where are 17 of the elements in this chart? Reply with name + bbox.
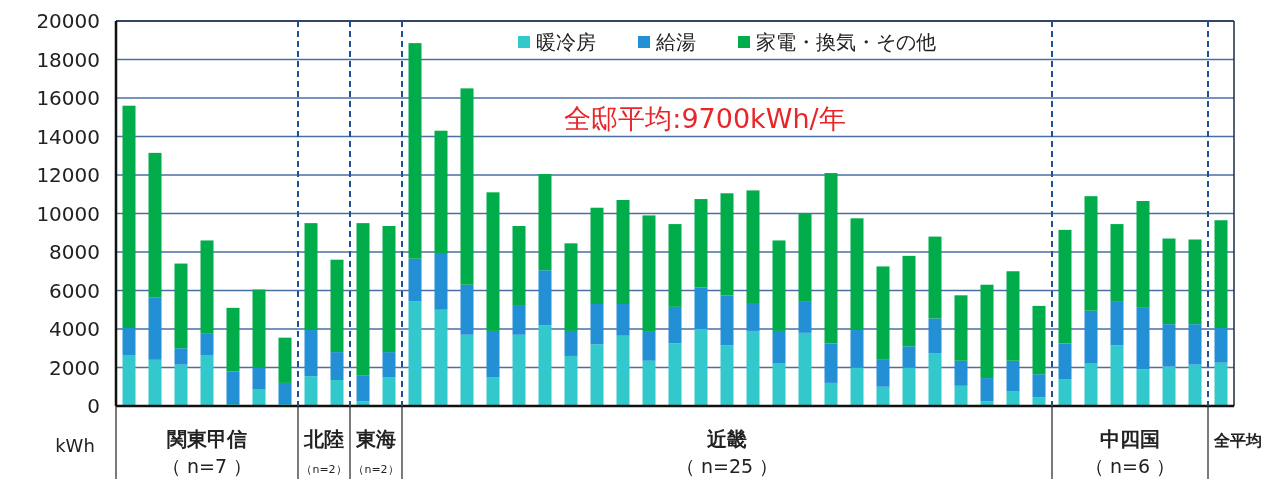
y-tick-label: 8000 bbox=[49, 240, 100, 264]
y-tick-label: 6000 bbox=[49, 278, 100, 303]
annotation: 全邸平均:9700kWh/年 bbox=[564, 103, 846, 134]
legend-label: 給湯 bbox=[655, 30, 696, 54]
y-tick-label: 14000 bbox=[36, 124, 100, 149]
y-axis-title: kWh bbox=[55, 435, 95, 456]
legend-label: 家電・換気・その他 bbox=[756, 30, 936, 54]
y-tick-label: 10000 bbox=[36, 201, 100, 226]
y-tick-label: 4000 bbox=[49, 317, 100, 341]
y-tick-label: 20000 bbox=[36, 9, 100, 33]
y-tick-label: 2000 bbox=[49, 355, 100, 380]
y-tick-label: 16000 bbox=[36, 86, 100, 110]
y-tick-label: 18000 bbox=[36, 47, 100, 72]
y-tick-label: 12000 bbox=[36, 163, 100, 187]
y-tick-label: 0 bbox=[87, 394, 100, 418]
group-table: 関東甲信 （ n=7 ） 北陸 （n=2） 東海 （n=2） 近畿 （ n=25 ） 中四国 （ n=6 ） 全平均 bbox=[115, 405, 1262, 479]
legend-label: 暖冷房 bbox=[536, 30, 596, 54]
